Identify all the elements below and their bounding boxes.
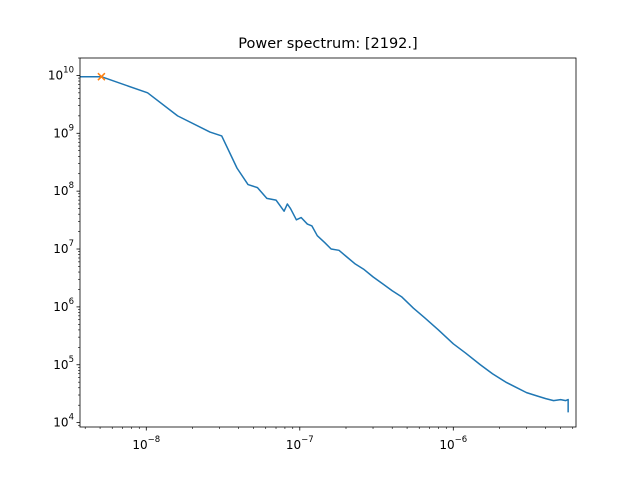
x-tick-label-base: 10 <box>286 438 301 452</box>
y-tick-label-base: 10 <box>53 184 68 198</box>
x-tick-label-exponent: −8 <box>148 435 161 445</box>
y-tick-label: 109 <box>53 123 74 140</box>
y-tick-label: 106 <box>53 297 74 314</box>
x-tick-label: 10−8 <box>132 435 160 452</box>
chart-title: Power spectrum: [2192.] <box>238 36 417 52</box>
y-tick-label: 108 <box>53 181 74 198</box>
y-tick-label-base: 10 <box>53 242 68 256</box>
y-tick-label-exponent: 6 <box>69 297 74 307</box>
y-tick-label: 104 <box>53 413 74 430</box>
y-tick-label-exponent: 4 <box>69 413 74 423</box>
y-tick-label-exponent: 10 <box>63 65 74 75</box>
y-tick-label-base: 10 <box>48 68 63 82</box>
power-spectrum-line <box>80 75 569 413</box>
y-tick-label-base: 10 <box>53 358 68 372</box>
peak-marker <box>97 72 106 81</box>
y-tick-label-exponent: 5 <box>69 355 74 365</box>
x-tick-label: 10−6 <box>439 435 467 452</box>
y-tick-label-exponent: 8 <box>69 181 74 191</box>
x-tick-label-base: 10 <box>132 438 147 452</box>
y-tick-label: 1010 <box>48 65 74 82</box>
x-tick-label-base: 10 <box>439 438 454 452</box>
y-tick-label-base: 10 <box>53 300 68 314</box>
y-tick-label-exponent: 9 <box>69 123 74 133</box>
x-tick-label-exponent: −7 <box>301 435 314 445</box>
x-tick-label-exponent: −6 <box>455 435 468 445</box>
axes-frame <box>79 57 577 428</box>
y-tick-label-base: 10 <box>53 416 68 430</box>
plot-area <box>80 72 569 413</box>
y-tick-label: 107 <box>53 239 74 256</box>
y-tick-label: 105 <box>53 355 74 372</box>
y-tick-label-base: 10 <box>53 126 68 140</box>
x-tick-label: 10−7 <box>286 435 314 452</box>
y-tick-label-exponent: 7 <box>69 239 74 249</box>
